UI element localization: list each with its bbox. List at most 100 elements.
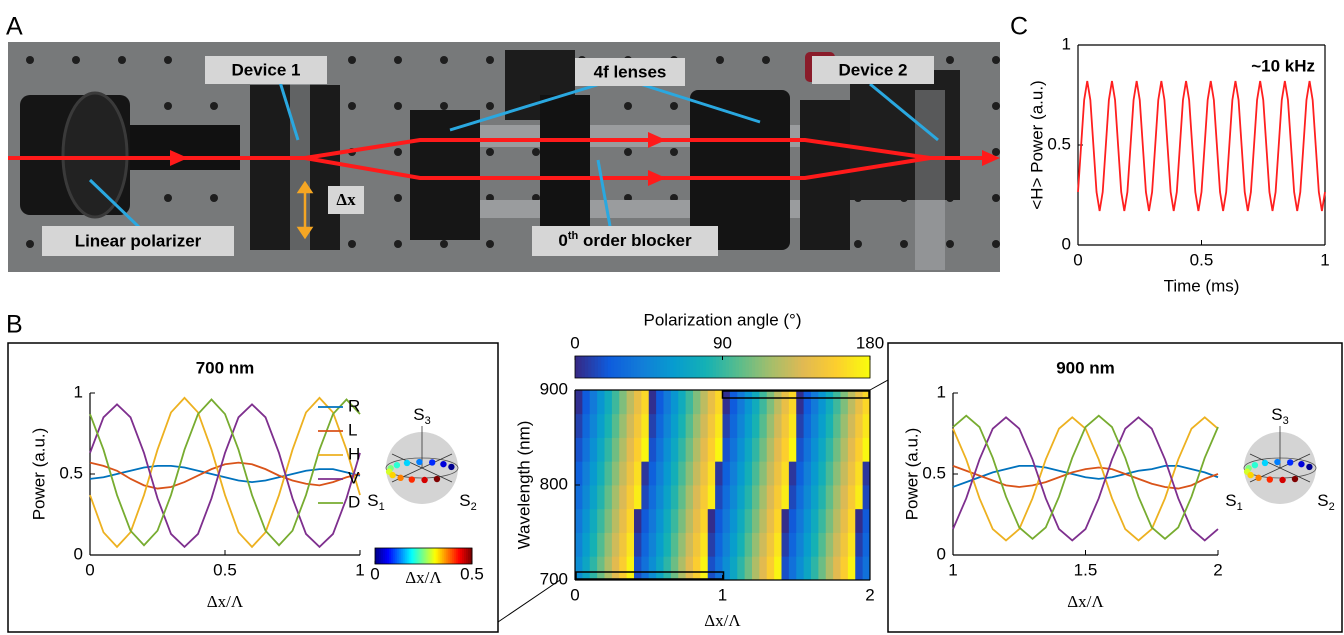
y-tick-label: 900 bbox=[540, 379, 568, 398]
heatmap-cell bbox=[686, 509, 694, 533]
heatmap-cell bbox=[597, 509, 605, 533]
heatmap-cell bbox=[597, 438, 605, 462]
sphere-label-symbol: S bbox=[1317, 491, 1328, 510]
heatmap-cell bbox=[811, 485, 819, 509]
x-tick-label: 1 bbox=[718, 585, 727, 604]
heatmap-cell bbox=[708, 438, 716, 462]
series-line bbox=[1078, 81, 1325, 211]
heatmap-cell bbox=[796, 509, 804, 533]
colorbar-cell bbox=[739, 356, 743, 378]
heatmap-cell bbox=[818, 414, 826, 438]
legend-label: R bbox=[348, 396, 360, 415]
hole bbox=[900, 240, 908, 248]
heatmap-cell bbox=[774, 509, 782, 533]
colorbar-cell bbox=[601, 356, 605, 378]
heatmap-cell bbox=[605, 461, 613, 485]
heatmap-cell bbox=[848, 509, 856, 533]
colorbar-cell bbox=[863, 356, 867, 378]
device-2-slide bbox=[915, 90, 945, 270]
heatmap-cell bbox=[708, 414, 716, 438]
x-tick-label: 1 bbox=[948, 560, 957, 579]
heatmap-cell bbox=[634, 533, 642, 557]
legend-label: H bbox=[348, 444, 360, 463]
hole bbox=[992, 240, 1000, 248]
heatmap-cell bbox=[649, 438, 657, 462]
heatmap-cell bbox=[804, 556, 812, 580]
heatmap-cell bbox=[818, 485, 826, 509]
heatmap-cell bbox=[664, 556, 672, 580]
heatmap-cell bbox=[686, 414, 694, 438]
hole bbox=[716, 56, 724, 64]
connector bbox=[870, 380, 888, 390]
colorbar-cell bbox=[831, 356, 835, 378]
heatmap-cell bbox=[863, 414, 871, 438]
sphere-label: S1 bbox=[367, 491, 384, 512]
heatmap-cell bbox=[575, 485, 583, 509]
heatmap-cell bbox=[612, 390, 620, 414]
heatmap-cell bbox=[678, 461, 686, 485]
sphere-label-index: 2 bbox=[471, 501, 477, 513]
heatmap-cell bbox=[863, 509, 871, 533]
heatmap-cell bbox=[818, 556, 826, 580]
heatmap-cell bbox=[619, 556, 627, 580]
heatmap-cell bbox=[841, 509, 849, 533]
heatmap-cell bbox=[575, 509, 583, 533]
heatmap-cell bbox=[700, 509, 708, 533]
colorbar-tick-label: 0.5 bbox=[460, 564, 484, 583]
hole bbox=[624, 102, 632, 110]
sphere-point bbox=[434, 476, 440, 482]
heatmap-cell bbox=[782, 556, 790, 580]
colorbar-cell bbox=[627, 356, 631, 378]
colorbar-cell bbox=[608, 356, 612, 378]
heatmap-cell bbox=[656, 509, 664, 533]
hole bbox=[26, 240, 34, 248]
heatmap-cell bbox=[715, 485, 723, 509]
hole bbox=[348, 240, 356, 248]
colorbar-cell bbox=[854, 356, 858, 378]
heatmap-cell bbox=[649, 556, 657, 580]
sphere-label-index: 3 bbox=[425, 415, 431, 427]
heatmap-cell bbox=[774, 390, 782, 414]
heatmap-cell bbox=[730, 556, 738, 580]
colorbar-cell bbox=[709, 356, 713, 378]
sphere-label-index: 3 bbox=[1283, 415, 1289, 427]
heatmap-cell bbox=[855, 556, 863, 580]
colorbar-cell bbox=[778, 356, 782, 378]
heatmap-cell bbox=[811, 533, 819, 557]
colorbar-cell bbox=[641, 356, 645, 378]
heatmap-cell bbox=[590, 414, 598, 438]
hole bbox=[854, 240, 862, 248]
colorbar-cell bbox=[742, 356, 746, 378]
heatmap-cell bbox=[804, 485, 812, 509]
heatmap-cell bbox=[693, 414, 701, 438]
heatmap-cell bbox=[700, 461, 708, 485]
colorbar-cell bbox=[808, 356, 812, 378]
colorbar-cell bbox=[860, 356, 864, 378]
heatmap-cell bbox=[634, 485, 642, 509]
heatmap-cell bbox=[634, 556, 642, 580]
x-tick-label: 2 bbox=[1213, 560, 1222, 579]
x-tick-label: 1.5 bbox=[1074, 560, 1098, 579]
heatmap-cell bbox=[826, 485, 834, 509]
colorbar-cell bbox=[673, 356, 677, 378]
colorbar-cell bbox=[696, 356, 700, 378]
heatmap-cell bbox=[723, 461, 731, 485]
heatmap-cell bbox=[605, 414, 613, 438]
heatmap-cell bbox=[752, 556, 760, 580]
heatmap-cell bbox=[774, 414, 782, 438]
colorbar-cell bbox=[850, 356, 854, 378]
heatmap-cell bbox=[759, 438, 767, 462]
heatmap-cell bbox=[582, 533, 590, 557]
heatmap-cell bbox=[693, 461, 701, 485]
heatmap-cell bbox=[723, 414, 731, 438]
heatmap-cell bbox=[575, 414, 583, 438]
heatmap-cell bbox=[686, 438, 694, 462]
sphere-point bbox=[1252, 462, 1258, 468]
y-tick-label: 1 bbox=[937, 382, 946, 401]
heatmap-cell bbox=[767, 414, 775, 438]
heatmap-cell bbox=[700, 556, 708, 580]
heatmap-cell bbox=[833, 556, 841, 580]
hole bbox=[72, 56, 80, 64]
heatmap-cell bbox=[841, 438, 849, 462]
photo-label: Device 1 bbox=[232, 60, 301, 79]
